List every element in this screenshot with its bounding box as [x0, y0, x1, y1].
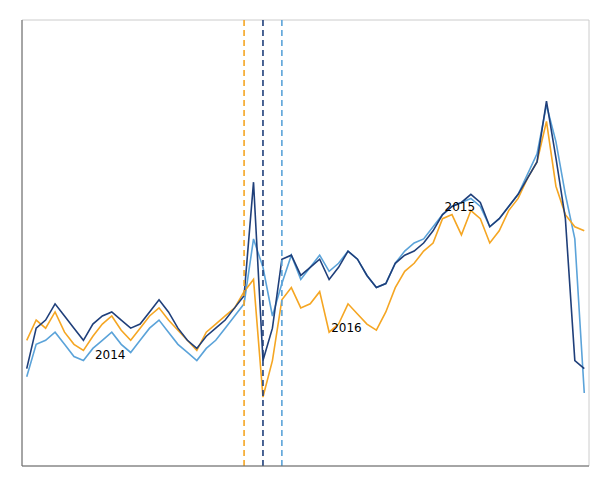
svg-text:2014: 2014 — [95, 348, 126, 362]
svg-text:2015: 2015 — [445, 200, 476, 214]
svg-text:2016: 2016 — [331, 321, 362, 335]
